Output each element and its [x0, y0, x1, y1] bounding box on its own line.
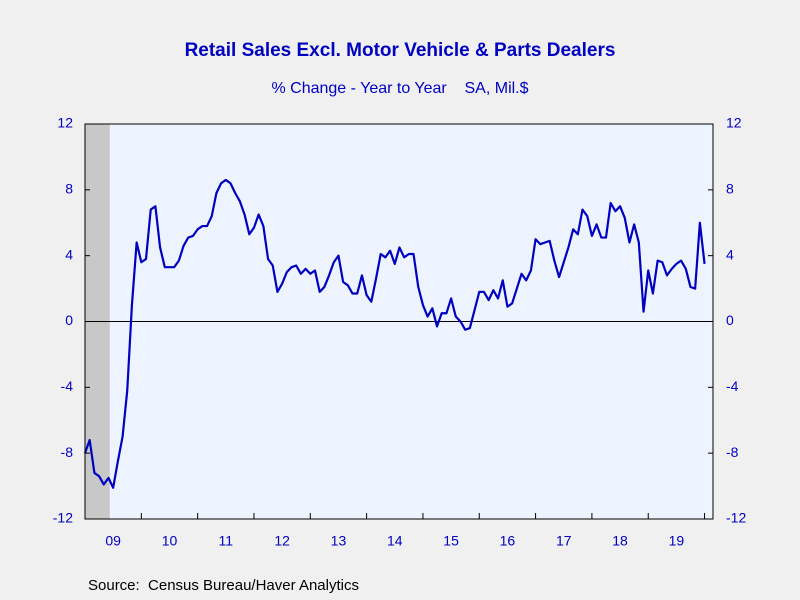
y-tick-label: -4 — [61, 378, 74, 394]
x-tick-label: 11 — [219, 533, 234, 549]
y2-tick-label: 8 — [726, 181, 734, 197]
x-tick-label: 17 — [556, 533, 572, 549]
y-tick-label: 4 — [65, 246, 73, 262]
x-tick-label: 16 — [500, 533, 516, 549]
y-tick-label: -12 — [53, 510, 73, 526]
y2-tick-label: -12 — [726, 510, 746, 526]
y-tick-label: 12 — [57, 115, 73, 131]
y-tick-label: 8 — [65, 181, 73, 197]
y2-tick-label: 12 — [726, 115, 742, 131]
x-tick-label: 15 — [443, 533, 459, 549]
x-tick-label: 12 — [274, 533, 290, 549]
y2-tick-label: 4 — [726, 246, 734, 262]
y2-tick-label: -8 — [726, 444, 739, 460]
chart-title: Retail Sales Excl. Motor Vehicle & Parts… — [185, 40, 616, 61]
y2-tick-label: -4 — [726, 378, 739, 394]
plot-border — [84, 123, 714, 520]
chart-subtitle: % Change - Year to Year SA, Mil.$ — [271, 80, 528, 97]
x-tick-label: 09 — [105, 533, 121, 549]
x-tick-label: 19 — [669, 533, 685, 549]
y-tick-label: 0 — [65, 312, 73, 328]
x-tick-label: 10 — [162, 533, 178, 549]
x-tick-label: 13 — [331, 533, 347, 549]
y2-tick-label: 0 — [726, 312, 734, 328]
source-note: Source: Census Bureau/Haver Analytics — [88, 577, 359, 594]
x-tick-label: 18 — [612, 533, 628, 549]
x-tick-label: 14 — [387, 533, 403, 549]
y-tick-label: -8 — [61, 444, 74, 460]
data-line — [83, 178, 706, 489]
